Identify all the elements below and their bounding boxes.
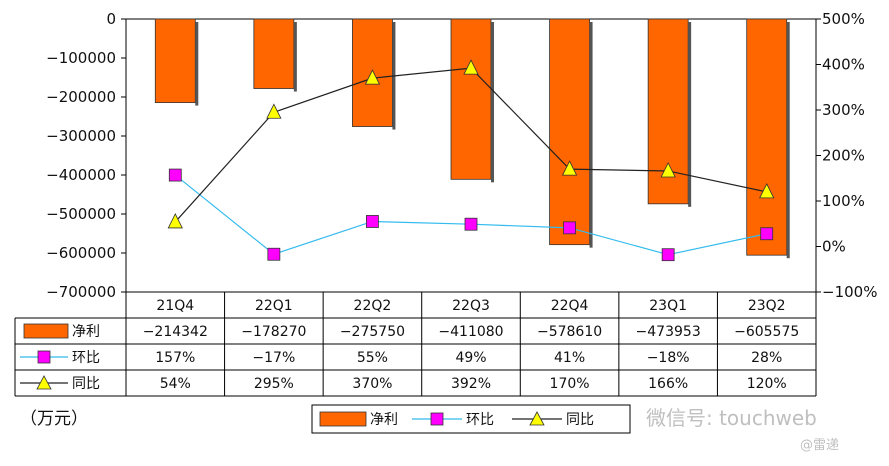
category-label: 22Q4 — [551, 298, 589, 314]
right-tick-label: 400% — [822, 56, 865, 74]
watermark-secondary: @雷递 — [800, 438, 840, 453]
bar-22Q3 — [450, 18, 492, 180]
bar-shadow — [293, 22, 297, 92]
row-key-marker — [37, 350, 51, 364]
right-tick-label: 100% — [822, 192, 865, 210]
yoy-marker-22Q4 — [561, 160, 578, 176]
table-cell: 170% — [550, 376, 590, 392]
bar-shadow — [589, 22, 593, 248]
yoy-marker-23Q2 — [759, 183, 775, 199]
mom-marker-22Q2 — [366, 215, 379, 228]
right-tick-label: −100% — [822, 283, 877, 301]
table-cell: −178270 — [241, 324, 306, 340]
table-cell: −578610 — [537, 324, 602, 340]
category-label: 21Q4 — [156, 298, 194, 314]
table-cell: −214342 — [143, 324, 208, 340]
table-cell: 157% — [155, 350, 195, 366]
bar-shadow — [195, 22, 199, 106]
left-tick-label: −500000 — [46, 205, 116, 223]
table-cell: −17% — [252, 350, 295, 366]
table-cell: 49% — [455, 350, 486, 366]
mom-marker-22Q3 — [464, 217, 478, 231]
row-label: 同比 — [72, 376, 100, 392]
row-key-marker — [36, 375, 52, 390]
table-cell: 55% — [357, 350, 388, 366]
table-cell: 392% — [451, 376, 491, 392]
mom-marker-22Q1 — [267, 247, 281, 261]
row-key-bar — [23, 323, 69, 339]
category-label: 23Q2 — [748, 298, 786, 314]
table-cell: −605575 — [734, 324, 799, 340]
bar-shadow — [786, 22, 790, 259]
legend-key-marker — [430, 412, 444, 426]
bar-shadow — [491, 22, 494, 183]
data-table: 21Q4 22Q1 22Q2 22Q3 22Q4 23Q1 23Q2 净利 −214342 −17… — [14, 291, 817, 397]
legend-label: 环比 — [466, 412, 494, 428]
right-tick-label: 500% — [822, 10, 865, 28]
legend[interactable]: 净利 环比 同比 — [311, 404, 631, 434]
category-label: 22Q2 — [354, 298, 392, 314]
table-cell: 41% — [554, 350, 585, 366]
left-tick-label: −300000 — [46, 127, 116, 145]
tick-labels: 0 −100000 −200000 −300000 −400000 −500000 −600… — [46, 10, 877, 301]
legend-key-marker — [529, 411, 545, 426]
category-label: 23Q1 — [649, 298, 687, 314]
table-cell: 54% — [160, 376, 191, 392]
table-cell: 120% — [747, 376, 787, 392]
left-tick-label: 0 — [106, 10, 116, 28]
yoy-marker-22Q1 — [266, 103, 282, 119]
bar-shadow — [688, 22, 692, 207]
yoy-marker-21Q4 — [167, 213, 183, 229]
bar-22Q1 — [253, 18, 295, 89]
right-tick-label: 200% — [822, 147, 865, 165]
mom-marker-23Q2 — [760, 227, 774, 241]
left-tick-label: −400000 — [46, 166, 116, 184]
left-tick-label: −600000 — [46, 244, 116, 262]
unit-label: （万元） — [20, 409, 88, 429]
bar-22Q4 — [549, 18, 590, 246]
table-cell: −411080 — [438, 324, 503, 340]
series-lines — [167, 59, 775, 262]
legend-key-bar — [319, 411, 367, 427]
left-tick-label: −200000 — [46, 88, 116, 106]
table-cell: −473953 — [636, 324, 701, 340]
mom-marker-23Q1 — [661, 248, 675, 262]
mom-marker-22Q4 — [563, 221, 576, 235]
right-tick-label: 0% — [822, 238, 846, 256]
legend-label: 同比 — [566, 412, 594, 428]
bar-21Q4 — [154, 18, 196, 103]
row-label: 净利 — [72, 324, 100, 340]
right-tick-label: 300% — [822, 101, 865, 119]
watermark: 微信号: touchweb — [646, 406, 817, 430]
table-cell: 28% — [751, 350, 782, 366]
yoy-marker-22Q2 — [364, 69, 381, 85]
category-label: 22Q1 — [255, 298, 293, 314]
row-label: 环比 — [72, 350, 100, 366]
category-label: 22Q3 — [452, 298, 490, 314]
mom-marker-21Q4 — [168, 168, 182, 182]
legend-label: 净利 — [370, 412, 398, 428]
yoy-marker-22Q3 — [463, 59, 479, 75]
left-tick-label: −700000 — [46, 283, 116, 301]
table-cell: 295% — [254, 376, 294, 392]
left-tick-label: −100000 — [46, 49, 116, 67]
bar-23Q2 — [746, 18, 788, 256]
yoy-marker-23Q1 — [660, 162, 676, 178]
table-cell: −275750 — [340, 324, 405, 340]
table-cell: −18% — [647, 350, 690, 366]
table-cell: 166% — [648, 376, 688, 392]
table-cell: 370% — [352, 376, 392, 392]
